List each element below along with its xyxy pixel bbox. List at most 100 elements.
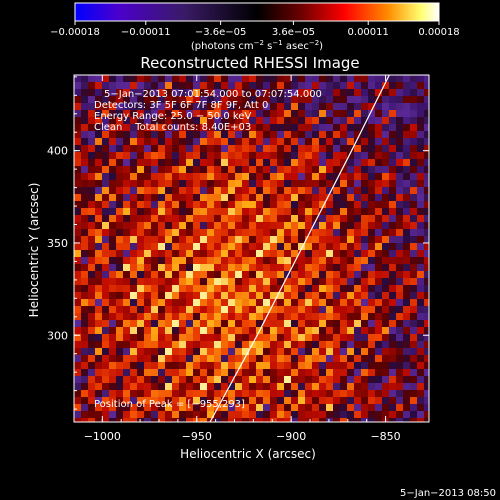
heatmap-cell [95, 278, 102, 285]
heatmap-cell [137, 89, 144, 96]
heatmap-cell [186, 103, 193, 110]
heatmap-cell [417, 411, 424, 418]
heatmap-cell [130, 299, 137, 306]
heatmap-cell [109, 187, 116, 194]
heatmap-cell [144, 404, 151, 411]
heatmap-cell [347, 376, 354, 383]
heatmap-cell [375, 334, 382, 341]
heatmap-cell [396, 355, 403, 362]
heatmap-cell [368, 194, 375, 201]
heatmap-cell [151, 236, 158, 243]
heatmap-cell [256, 390, 263, 397]
heatmap-cell [347, 362, 354, 369]
heatmap-cell [207, 215, 214, 222]
heatmap-cell [165, 320, 172, 327]
heatmap-cell [424, 208, 429, 215]
heatmap-cell [417, 236, 424, 243]
heatmap-cell [81, 75, 88, 82]
heatmap-cell [361, 264, 368, 271]
heatmap-cell [151, 124, 158, 131]
heatmap-cell [137, 131, 144, 138]
heatmap-cell [277, 264, 284, 271]
heatmap-cell [340, 145, 347, 152]
heatmap-cell [207, 299, 214, 306]
heatmap-cell [291, 131, 298, 138]
heatmap-cell [151, 117, 158, 124]
heatmap-cell [368, 173, 375, 180]
heatmap-cell [123, 187, 130, 194]
heatmap-cell [312, 180, 319, 187]
heatmap-cell [312, 229, 319, 236]
heatmap-cell [326, 334, 333, 341]
heatmap-cell [137, 404, 144, 411]
heatmap-cell [158, 208, 165, 215]
heatmap-cell [137, 208, 144, 215]
heatmap-cell [88, 418, 95, 422]
heatmap-cell [396, 75, 403, 82]
heatmap-cell [158, 299, 165, 306]
heatmap-cell [74, 299, 81, 306]
heatmap-cell [403, 376, 410, 383]
heatmap-cell [361, 292, 368, 299]
heatmap-cell [417, 341, 424, 348]
heatmap-cell [298, 152, 305, 159]
heatmap-cell [130, 131, 137, 138]
heatmap-cell [396, 306, 403, 313]
heatmap-cell [235, 285, 242, 292]
heatmap-cell [340, 292, 347, 299]
heatmap-cell [305, 152, 312, 159]
heatmap-cell [375, 110, 382, 117]
heatmap-cell [256, 145, 263, 152]
heatmap-cell [95, 131, 102, 138]
heatmap-cell [382, 173, 389, 180]
heatmap-cell [165, 103, 172, 110]
heatmap-cell [123, 215, 130, 222]
heatmap-cell [410, 285, 417, 292]
heatmap-cell [382, 236, 389, 243]
heatmap-cell [424, 152, 429, 159]
heatmap-cell [165, 341, 172, 348]
heatmap-cell [130, 117, 137, 124]
heatmap-cell [130, 292, 137, 299]
heatmap-cell [249, 208, 256, 215]
heatmap-cell [382, 243, 389, 250]
heatmap-cell [116, 110, 123, 117]
heatmap-cell [186, 418, 193, 422]
heatmap-cell [263, 418, 270, 422]
heatmap-cell [305, 418, 312, 422]
heatmap-cell [74, 173, 81, 180]
heatmap-cell [403, 369, 410, 376]
heatmap-cell [137, 369, 144, 376]
heatmap-cell [130, 285, 137, 292]
heatmap-cell [298, 89, 305, 96]
heatmap-cell [410, 82, 417, 89]
heatmap-cell [235, 271, 242, 278]
heatmap-cell [368, 138, 375, 145]
heatmap-cell [130, 187, 137, 194]
heatmap-cell [116, 166, 123, 173]
heatmap-cell [277, 236, 284, 243]
heatmap-cell [249, 418, 256, 422]
heatmap-cell [116, 418, 123, 422]
heatmap-cell [200, 306, 207, 313]
heatmap-cell [228, 243, 235, 250]
heatmap-cell [116, 187, 123, 194]
heatmap-cell [417, 383, 424, 390]
heatmap-cell [284, 341, 291, 348]
heatmap-cell [130, 194, 137, 201]
heatmap-cell [305, 348, 312, 355]
heatmap-cell [221, 131, 228, 138]
heatmap-cell [193, 299, 200, 306]
heatmap-cell [410, 390, 417, 397]
heatmap-cell [144, 264, 151, 271]
heatmap-cell [242, 166, 249, 173]
heatmap-cell [109, 320, 116, 327]
heatmap-cell [88, 411, 95, 418]
heatmap-cell [361, 285, 368, 292]
heatmap-cell [417, 187, 424, 194]
heatmap-cell [270, 369, 277, 376]
heatmap-cell [347, 271, 354, 278]
heatmap-cell [424, 236, 429, 243]
heatmap-cell [403, 418, 410, 422]
